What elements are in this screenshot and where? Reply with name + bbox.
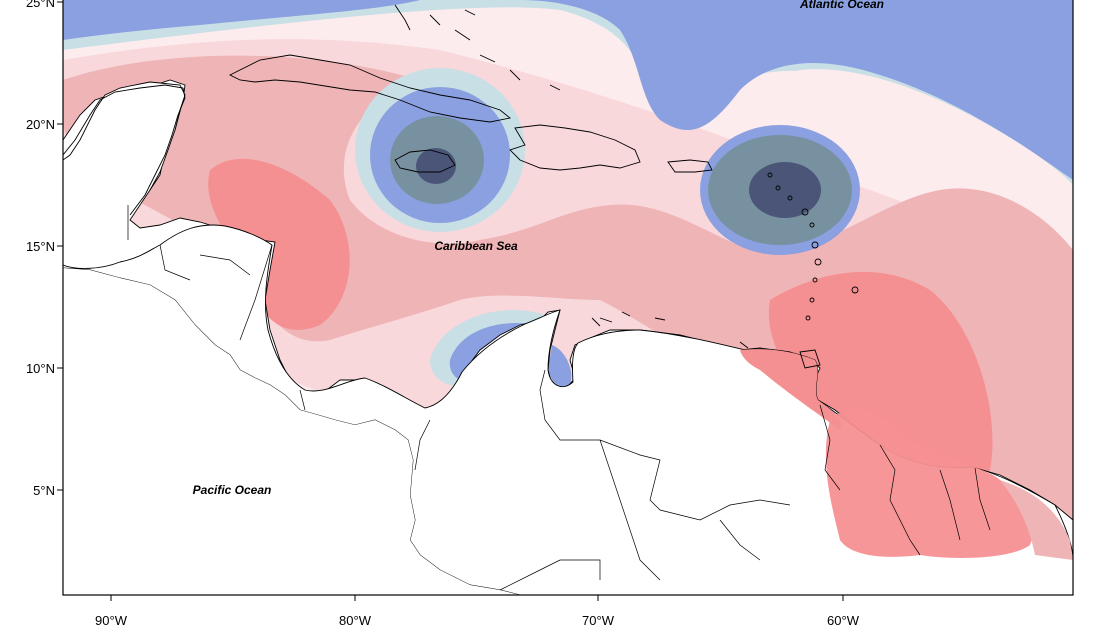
border-lines — [127, 205, 991, 591]
field-pale-ne — [760, 69, 1073, 211]
field-blue-north — [63, 0, 1073, 180]
land-guiana-shading — [825, 409, 1033, 558]
longitude-axis: 90°W 80°W 70°W 60°W — [95, 595, 860, 628]
field-red-west — [208, 158, 350, 330]
island-cuba — [228, 54, 512, 123]
lon-tick-label: 70°W — [582, 613, 615, 628]
field-jamaica-core — [416, 148, 456, 184]
field-blue-nw — [63, 0, 420, 40]
land-guiana-east — [1000, 480, 1073, 560]
label-caribbean-sea: Caribbean Sea — [434, 239, 518, 253]
field-maracaibo-blue — [548, 345, 572, 388]
island-hispaniola — [509, 124, 641, 171]
lat-tick-label: 25°N — [26, 0, 55, 10]
land-orinoco-strip — [740, 349, 842, 430]
lat-tick-label: 20°N — [26, 117, 55, 132]
label-pacific-ocean: Pacific Ocean — [193, 483, 272, 497]
island-bahamas — [394, 4, 561, 91]
landmasses — [63, 0, 1073, 595]
land-mainland — [63, 224, 1073, 595]
island-abc — [591, 311, 821, 369]
lat-tick-label: 5°N — [33, 483, 55, 498]
label-atlantic-ocean: Atlantic Ocean — [799, 0, 884, 11]
land-pacific-fill — [63, 268, 520, 595]
lon-tick-label: 90°W — [95, 613, 128, 628]
field-leeward-core — [749, 162, 821, 218]
coast-yucatan — [63, 84, 186, 216]
lon-tick-label: 60°W — [827, 613, 860, 628]
island-jamaica — [394, 149, 456, 173]
lon-tick-label: 80°W — [339, 613, 372, 628]
lat-tick-label: 15°N — [26, 239, 55, 254]
latitude-axis: 25°N 20°N 15°N 10°N 5°N — [26, 0, 63, 498]
plot-frame — [62, 0, 1074, 596]
island-lesser-antilles — [767, 172, 859, 321]
lat-tick-label: 10°N — [26, 361, 55, 376]
island-puerto-rico — [667, 159, 713, 173]
